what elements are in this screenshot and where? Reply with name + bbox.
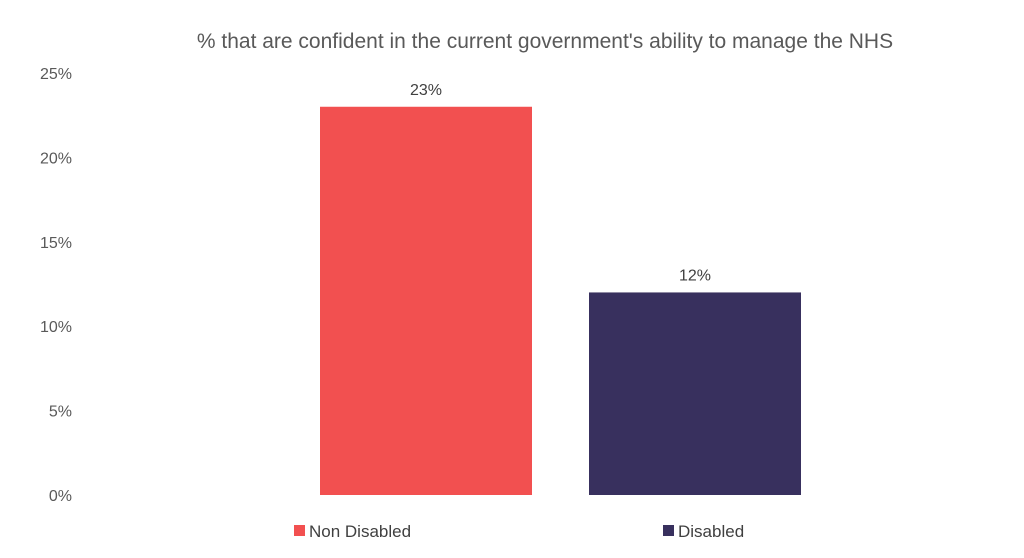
legend-label: Disabled [678, 522, 744, 541]
data-labels-group: 23% 12% [410, 82, 711, 285]
y-tick-label: 5% [49, 404, 72, 421]
y-tick-label: 0% [49, 488, 72, 505]
legend-label: Non Disabled [309, 522, 411, 541]
legend-swatch [294, 525, 305, 536]
legend-swatch [663, 525, 674, 536]
y-axis-ticks: 0% 5% 10% 15% 20% 25% [40, 66, 72, 505]
bar-non-disabled [320, 106, 532, 495]
y-tick-label: 25% [40, 66, 72, 83]
chart-title: % that are confident in the current gove… [197, 30, 893, 53]
bars-group [320, 106, 801, 495]
y-tick-label: 10% [40, 319, 72, 336]
data-label: 23% [410, 82, 442, 99]
y-tick-label: 20% [40, 150, 72, 167]
y-tick-label: 15% [40, 235, 72, 252]
bar-disabled [589, 292, 801, 495]
data-label: 12% [679, 267, 711, 284]
legend: Non Disabled Disabled [294, 522, 744, 541]
